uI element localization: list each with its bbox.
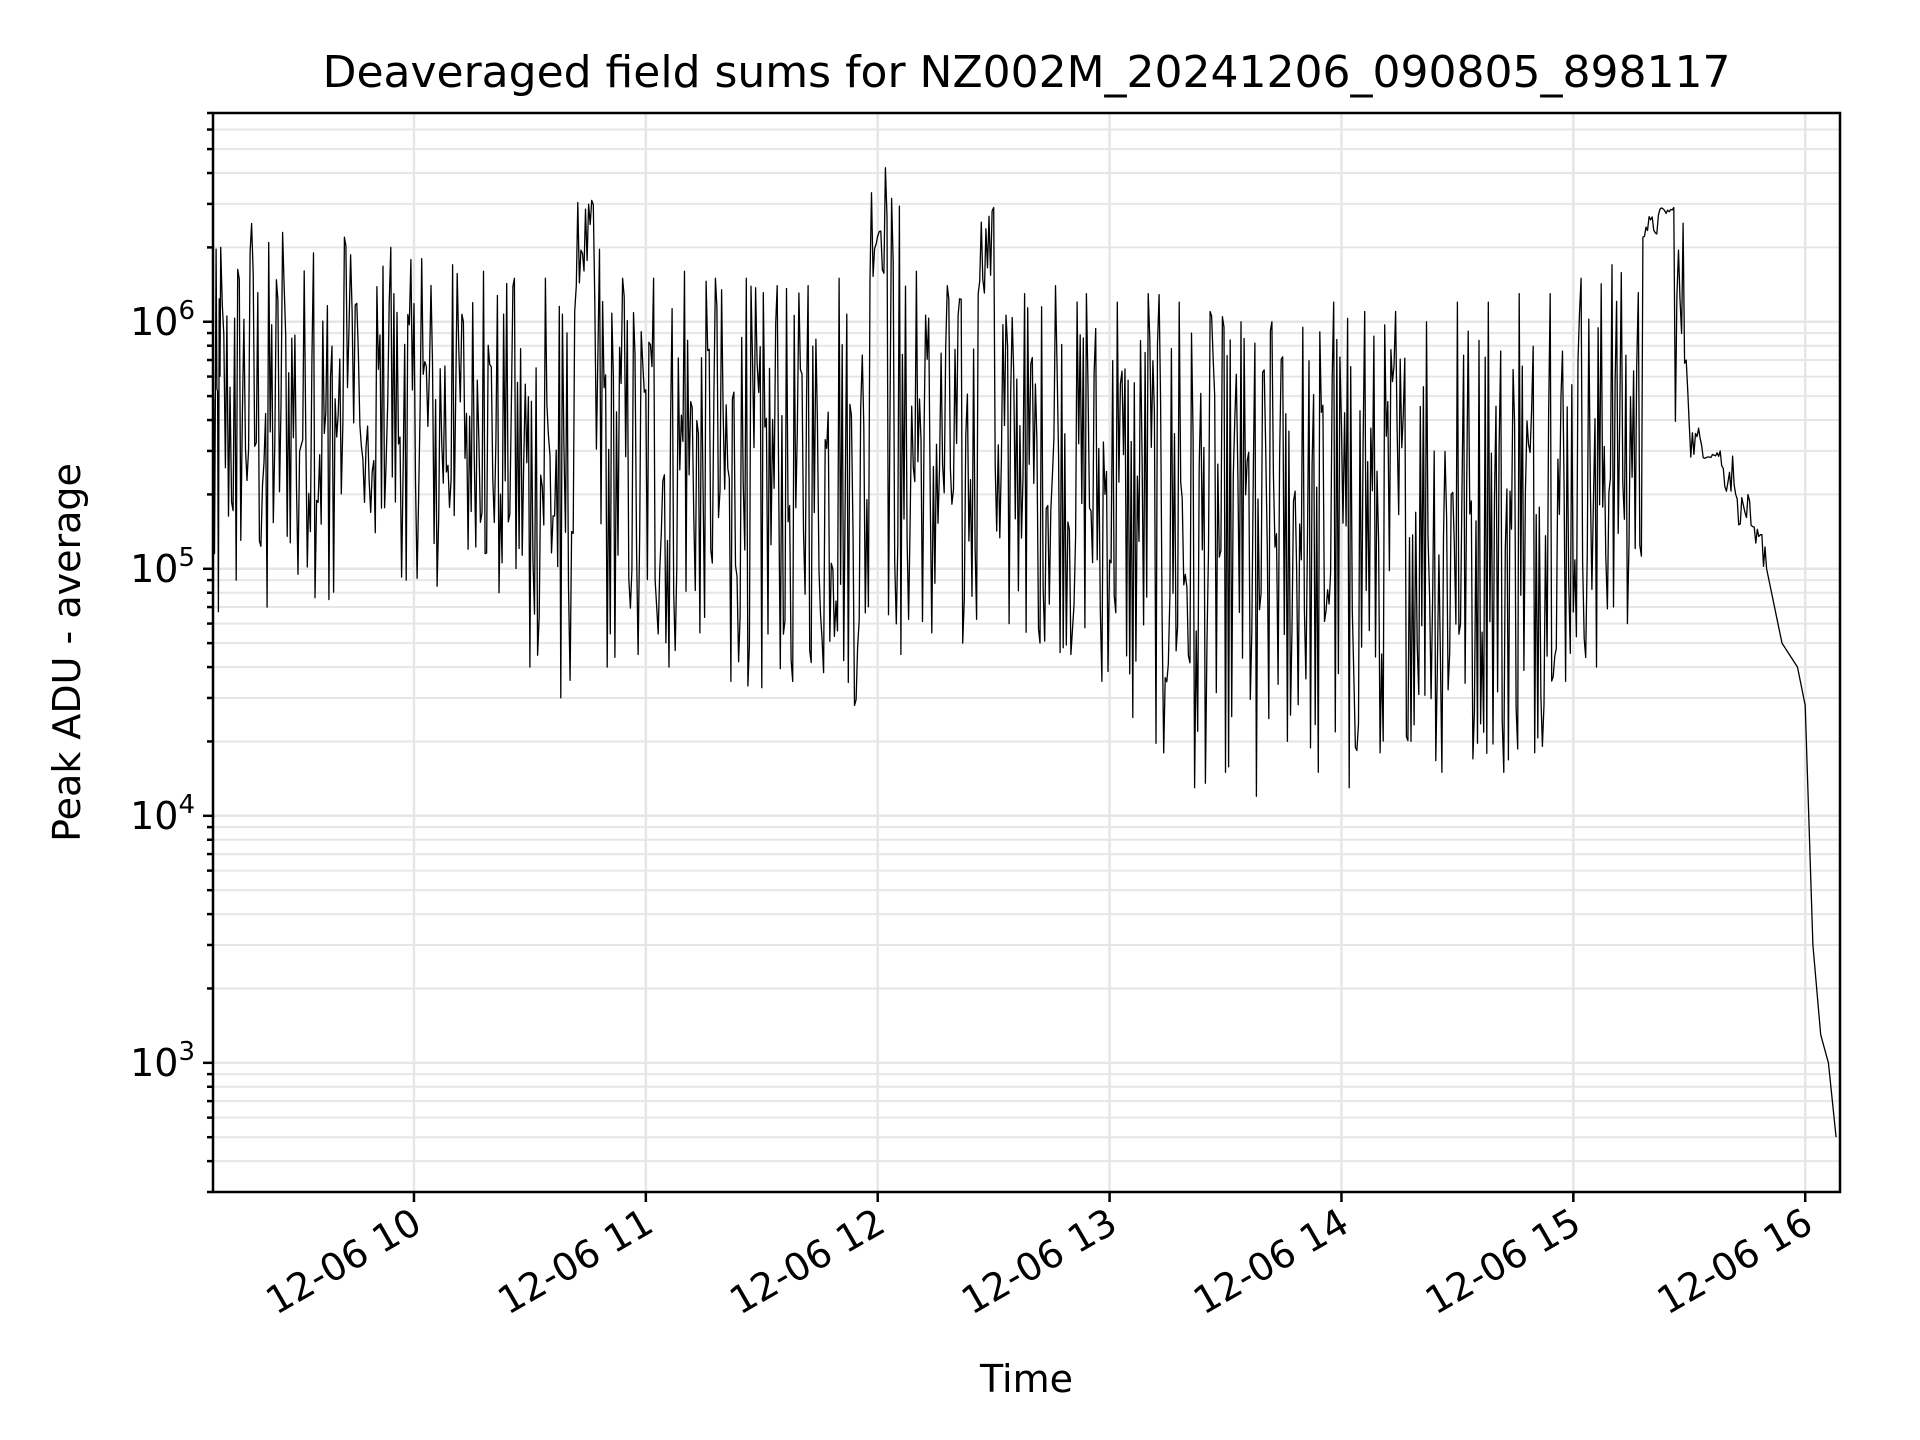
x-tick-label: 12-06 12: [722, 1200, 892, 1324]
x-tick-label: 12-06 13: [954, 1200, 1124, 1324]
y-tick-label: 105: [130, 543, 195, 591]
x-tick-label: 12-06 14: [1186, 1200, 1356, 1324]
x-tick-label: 12-06 11: [490, 1200, 660, 1324]
y-tick-label: 106: [130, 296, 195, 344]
x-tick-label: 12-06 15: [1418, 1200, 1588, 1324]
x-axis-label: Time: [979, 1357, 1073, 1401]
series-line: [212, 167, 1837, 1138]
x-tick-label: 12-06 16: [1650, 1200, 1820, 1324]
plot-area: [211, 111, 1842, 1194]
y-tick-label: 104: [130, 790, 195, 838]
x-tick-label: 12-06 10: [258, 1200, 428, 1324]
y-tick-label: 103: [130, 1037, 195, 1085]
chart-title: Deaveraged field sums for NZ002M_2024120…: [323, 47, 1731, 98]
y-axis-label: Peak ADU - average: [45, 463, 89, 842]
